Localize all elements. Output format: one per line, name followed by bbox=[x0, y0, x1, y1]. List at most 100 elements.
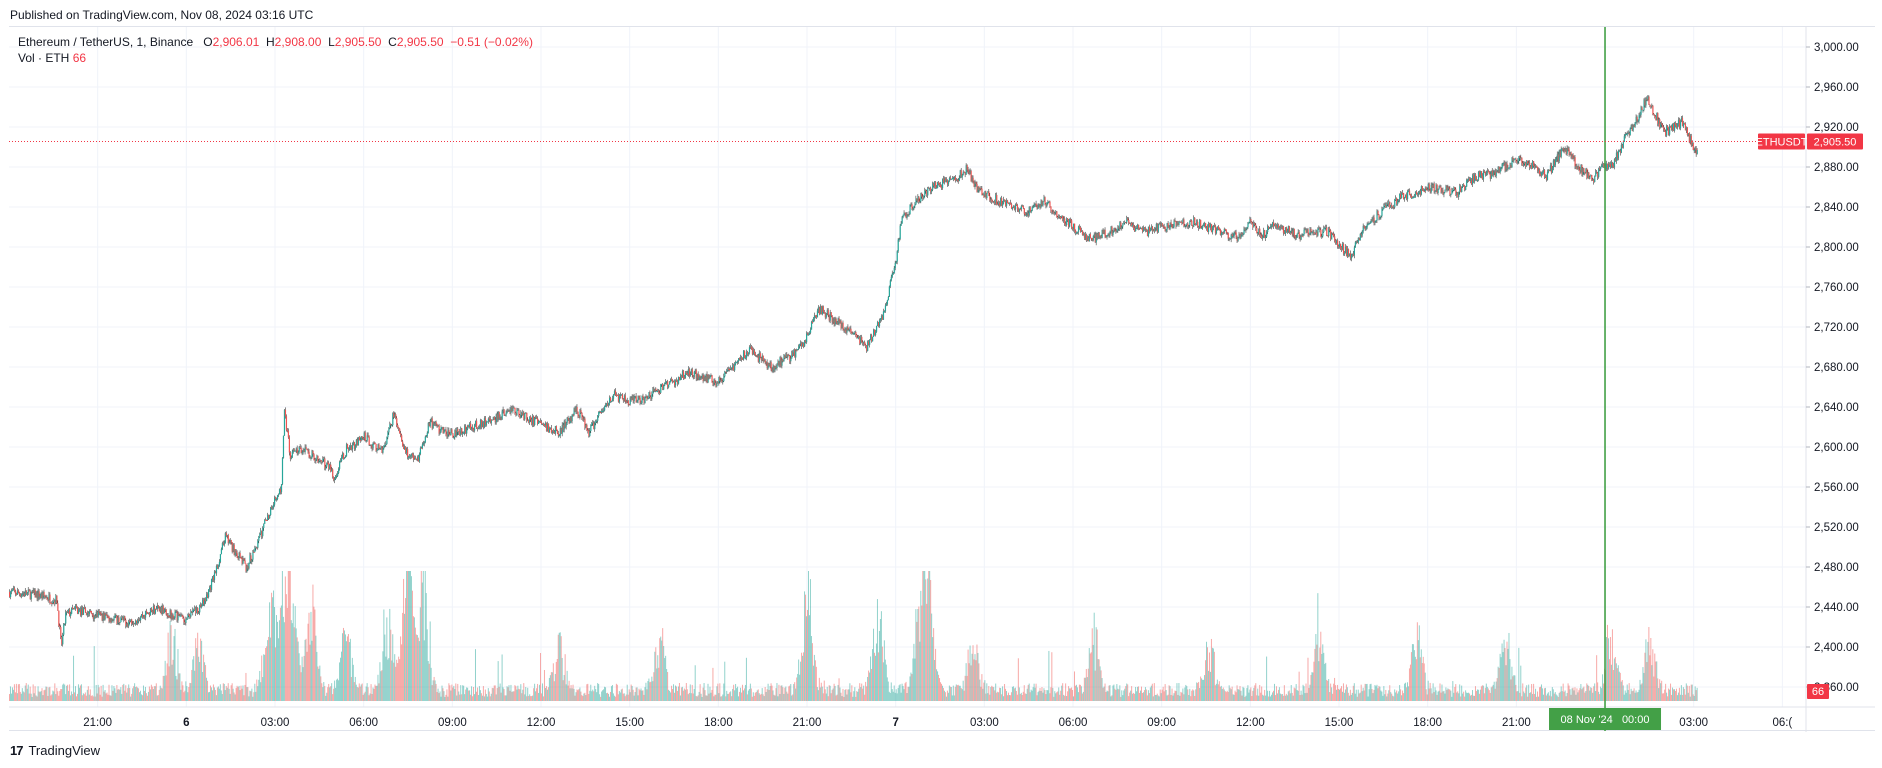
candle-body bbox=[1173, 220, 1175, 227]
candle-body bbox=[1627, 133, 1629, 135]
candle-body bbox=[1421, 186, 1423, 191]
candle-body bbox=[453, 437, 455, 439]
candle-body bbox=[832, 318, 834, 323]
volume-bar bbox=[846, 694, 848, 701]
candle-body bbox=[1117, 227, 1119, 231]
candle-body bbox=[179, 615, 181, 617]
candle-body bbox=[118, 617, 120, 624]
candle-body bbox=[1052, 211, 1054, 213]
volume-bar bbox=[13, 684, 15, 701]
candle-body bbox=[494, 419, 496, 423]
volume-bar bbox=[754, 692, 756, 701]
candle-body bbox=[120, 618, 122, 623]
volume-bar bbox=[1027, 684, 1029, 701]
volume-bar bbox=[112, 690, 114, 701]
candle-body bbox=[289, 452, 291, 459]
volume-bar bbox=[751, 696, 753, 701]
candle-body bbox=[1175, 221, 1177, 227]
candle-body bbox=[952, 178, 955, 180]
candle-body bbox=[1273, 225, 1276, 227]
volume-bar bbox=[808, 615, 810, 701]
candle-body bbox=[361, 436, 363, 438]
candle-body bbox=[98, 611, 100, 613]
candle-body bbox=[928, 187, 930, 189]
volume-bar bbox=[1095, 627, 1097, 701]
volume-bar bbox=[1616, 668, 1618, 701]
volume-bar bbox=[1325, 662, 1327, 701]
volume-bar bbox=[53, 691, 55, 701]
candle-body bbox=[1100, 235, 1102, 238]
candle-body bbox=[14, 590, 17, 594]
candle-body bbox=[100, 613, 102, 615]
volume-bar bbox=[1017, 658, 1019, 701]
candle-body bbox=[127, 623, 129, 627]
volume-bar bbox=[725, 696, 727, 701]
candle-body bbox=[1136, 227, 1138, 229]
candle-body bbox=[934, 182, 936, 186]
candle-body bbox=[1530, 165, 1532, 168]
volume-bar bbox=[1091, 628, 1093, 701]
candle-body bbox=[1073, 223, 1076, 231]
volume-bar bbox=[1453, 692, 1455, 701]
candle-body bbox=[1263, 230, 1265, 237]
candle-body bbox=[378, 444, 380, 450]
candle-body bbox=[1452, 189, 1454, 191]
volume-bar bbox=[842, 688, 844, 701]
candle-body bbox=[230, 540, 232, 543]
candle-body bbox=[334, 478, 336, 481]
volume-bar bbox=[1611, 629, 1613, 701]
chart-frame[interactable]: 3,000.00 2,960.00 2,920.00 2,880.00 2,840.00… bbox=[9, 26, 1875, 732]
volume-bar bbox=[838, 678, 840, 701]
candle-body bbox=[792, 352, 794, 356]
candle-body bbox=[1107, 233, 1109, 236]
candle-body bbox=[409, 455, 412, 457]
volume-bar bbox=[436, 692, 438, 701]
volume-bar bbox=[254, 683, 256, 701]
volume-bar bbox=[707, 683, 709, 701]
volume-bar bbox=[555, 661, 557, 701]
candle-body bbox=[1171, 224, 1173, 229]
candle-body bbox=[1461, 186, 1463, 193]
volume-bar bbox=[939, 678, 941, 701]
candle-body bbox=[579, 410, 581, 418]
volume-bar bbox=[485, 693, 487, 701]
candle-body bbox=[567, 417, 569, 420]
volume-bar bbox=[288, 571, 290, 701]
volume-bar bbox=[748, 688, 750, 701]
candlestick-chart[interactable]: 3,000.002,960.002,920.002,880.002,840.00… bbox=[9, 27, 1875, 732]
candle-body bbox=[360, 436, 362, 441]
candle-body bbox=[455, 430, 457, 436]
volume-bar bbox=[401, 644, 403, 701]
candle-body bbox=[358, 437, 360, 440]
volume-bar bbox=[1290, 685, 1292, 701]
volume-bar bbox=[1628, 683, 1630, 701]
candle-body bbox=[176, 611, 178, 621]
candle-body bbox=[328, 462, 330, 470]
volume-bar bbox=[425, 593, 427, 701]
volume-bar bbox=[886, 677, 888, 701]
candle-body bbox=[286, 429, 289, 432]
candle-body bbox=[808, 332, 811, 335]
volume-bar bbox=[1005, 688, 1007, 701]
volume-bar bbox=[36, 696, 38, 701]
candle-body bbox=[865, 344, 867, 346]
volume-bar bbox=[1030, 689, 1032, 701]
volume-bar bbox=[1562, 683, 1564, 701]
candle-body bbox=[456, 428, 458, 436]
candle-body bbox=[762, 355, 764, 361]
candle-body bbox=[81, 607, 84, 615]
candle-body bbox=[612, 394, 615, 399]
volume-bar bbox=[1342, 683, 1344, 701]
volume-bar bbox=[1376, 684, 1378, 701]
candle-body bbox=[62, 634, 64, 645]
candle-body bbox=[1558, 150, 1560, 162]
volume-bar bbox=[1553, 693, 1555, 701]
candle-body bbox=[241, 557, 243, 564]
volume-bar bbox=[733, 684, 735, 701]
candle-body bbox=[1592, 179, 1594, 181]
volume-bar bbox=[1618, 671, 1620, 701]
candle-body bbox=[719, 377, 721, 382]
volume-bar bbox=[676, 690, 678, 701]
volume-bar bbox=[784, 687, 786, 701]
volume-bar bbox=[29, 686, 31, 701]
